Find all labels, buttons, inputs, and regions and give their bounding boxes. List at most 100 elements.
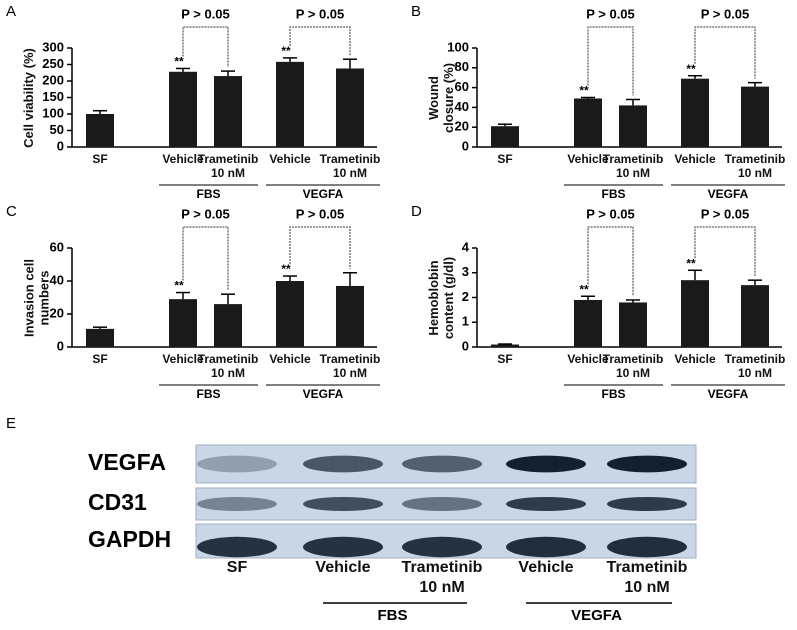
blot-band bbox=[506, 455, 586, 473]
lane-label: Vehicle bbox=[518, 559, 574, 576]
blot-band bbox=[506, 496, 586, 512]
blot-band bbox=[402, 536, 482, 558]
group-label: FBS bbox=[197, 187, 221, 201]
x-tick-label: Trametinib 10 nM bbox=[602, 152, 664, 180]
bar bbox=[491, 344, 519, 347]
significance-marker: ** bbox=[579, 84, 589, 98]
protein-label: VEGFA bbox=[88, 449, 166, 475]
y-tick-label: 300 bbox=[42, 39, 64, 54]
bracket bbox=[587, 226, 634, 296]
bracket bbox=[694, 26, 756, 79]
x-tick-label: Vehicle bbox=[162, 152, 204, 166]
y-tick-label: 40 bbox=[455, 99, 469, 114]
group-label: VEGFA bbox=[303, 187, 344, 201]
bar bbox=[86, 328, 114, 347]
bar bbox=[574, 98, 602, 147]
significance-marker: ** bbox=[174, 279, 184, 293]
y-tick-label: 250 bbox=[42, 56, 64, 71]
bar bbox=[276, 281, 304, 347]
p-value: P > 0.05 bbox=[181, 6, 230, 21]
x-tick-label: SF bbox=[497, 152, 513, 166]
y-axis-label: Hemoblobin content (g/dl) bbox=[426, 256, 456, 339]
p-value: P > 0.05 bbox=[701, 6, 750, 21]
y-tick-label: 100 bbox=[42, 105, 64, 120]
y-tick-label: 0 bbox=[462, 138, 469, 153]
bracket bbox=[182, 26, 229, 68]
y-tick-label: 80 bbox=[455, 59, 469, 74]
bar bbox=[681, 78, 709, 147]
group-label: VEGFA bbox=[303, 387, 344, 401]
bar bbox=[214, 76, 242, 147]
panel-label: B bbox=[411, 3, 421, 20]
x-tick-label: Vehicle bbox=[269, 152, 311, 166]
y-tick-label: 60 bbox=[50, 239, 64, 254]
group-label: VEGFA bbox=[708, 187, 749, 201]
bar bbox=[741, 86, 769, 147]
y-tick-label: 20 bbox=[50, 305, 64, 320]
p-value: P > 0.05 bbox=[586, 206, 635, 221]
x-tick-label: Vehicle bbox=[567, 152, 609, 166]
bar bbox=[574, 299, 602, 347]
blot-band bbox=[402, 455, 482, 473]
bracket bbox=[289, 226, 351, 269]
group-label: VEGFA bbox=[708, 387, 749, 401]
y-tick-label: 4 bbox=[462, 239, 470, 254]
x-tick-label: Trametinib 10 nM bbox=[724, 352, 786, 380]
x-tick-label: Trametinib 10 nM bbox=[197, 152, 259, 180]
x-tick-label: Vehicle bbox=[162, 352, 204, 366]
lane-label: Trametinib 10 nM bbox=[606, 559, 688, 596]
blot-band bbox=[303, 455, 383, 473]
panel-label: C bbox=[6, 203, 17, 220]
panel-label: A bbox=[6, 3, 16, 20]
bar bbox=[336, 68, 364, 147]
bar bbox=[169, 71, 197, 147]
panel-label: E bbox=[6, 415, 16, 432]
p-value: P > 0.05 bbox=[586, 6, 635, 21]
significance-marker: ** bbox=[281, 262, 291, 276]
blot-band bbox=[303, 496, 383, 512]
blot-band bbox=[607, 455, 687, 473]
significance-marker: ** bbox=[281, 44, 291, 58]
y-tick-label: 0 bbox=[462, 338, 469, 353]
significance-marker: ** bbox=[174, 55, 184, 69]
bar bbox=[619, 105, 647, 147]
x-tick-label: SF bbox=[497, 352, 513, 366]
y-tick-label: 20 bbox=[455, 119, 469, 134]
bar bbox=[491, 126, 519, 147]
y-tick-label: 2 bbox=[462, 289, 469, 304]
bracket bbox=[587, 26, 634, 96]
blot-band bbox=[607, 536, 687, 558]
bar bbox=[619, 302, 647, 347]
x-tick-label: SF bbox=[92, 152, 108, 166]
y-tick-label: 0 bbox=[57, 138, 64, 153]
group-label: FBS bbox=[602, 387, 626, 401]
x-tick-label: Vehicle bbox=[269, 352, 311, 366]
y-tick-label: 40 bbox=[50, 272, 64, 287]
blot-band bbox=[506, 536, 586, 558]
bracket bbox=[182, 226, 229, 291]
x-tick-label: Trametinib 10 nM bbox=[724, 152, 786, 180]
y-axis-label: Wound closure (%) bbox=[426, 62, 456, 133]
y-tick-label: 50 bbox=[50, 122, 64, 137]
x-tick-label: Vehicle bbox=[567, 352, 609, 366]
blot-band bbox=[197, 496, 277, 512]
x-tick-label: Trametinib 10 nM bbox=[197, 352, 259, 380]
y-tick-label: 150 bbox=[42, 89, 64, 104]
y-tick-label: 60 bbox=[455, 79, 469, 94]
x-tick-label: Trametinib 10 nM bbox=[319, 352, 381, 380]
x-tick-label: Vehicle bbox=[674, 352, 716, 366]
y-tick-label: 1 bbox=[462, 314, 469, 329]
p-value: P > 0.05 bbox=[181, 206, 230, 221]
blot-band bbox=[303, 536, 383, 558]
y-tick-label: 100 bbox=[447, 39, 469, 54]
p-value: P > 0.05 bbox=[701, 206, 750, 221]
bracket bbox=[694, 226, 756, 277]
x-tick-label: Trametinib 10 nM bbox=[319, 152, 381, 180]
y-axis-label: Cell viability (%) bbox=[21, 47, 36, 148]
bar bbox=[214, 304, 242, 347]
significance-marker: ** bbox=[579, 282, 589, 296]
bar bbox=[276, 61, 304, 147]
significance-marker: ** bbox=[686, 62, 696, 76]
